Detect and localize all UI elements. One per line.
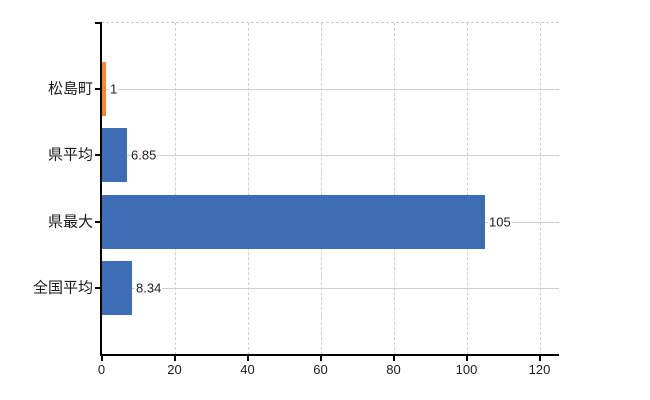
y-axis-tick	[95, 87, 100, 90]
y-axis-label: 松島町	[47, 80, 93, 98]
x-axis-tick	[538, 356, 541, 361]
y-axis-tick	[95, 287, 100, 290]
x-axis-tick-label: 120	[528, 362, 551, 377]
bar-value-label: 105	[488, 214, 512, 230]
x-axis-tick-label: 100	[455, 362, 478, 377]
plot-top-border	[101, 22, 559, 23]
x-axis-tick	[246, 356, 249, 361]
gridline-horizontal	[102, 288, 559, 290]
x-axis-tick	[100, 356, 103, 361]
x-axis-tick	[465, 356, 468, 361]
bar	[102, 194, 485, 249]
x-axis-tick-label: 20	[167, 362, 182, 377]
gridline-vertical	[466, 23, 468, 355]
gridline-vertical	[174, 23, 176, 355]
x-axis-tick	[173, 356, 176, 361]
bar	[102, 61, 106, 116]
y-axis-label: 県平均	[47, 146, 93, 164]
gridline-vertical	[393, 23, 395, 355]
gridline-horizontal	[102, 88, 559, 90]
y-axis-tick	[95, 154, 100, 157]
x-axis-line	[100, 354, 559, 356]
x-axis-tick-label: 40	[240, 362, 255, 377]
gridline-vertical	[320, 23, 322, 355]
bar-value-label: 6.85	[130, 147, 158, 163]
y-axis-tick	[95, 220, 100, 223]
gridline-vertical	[247, 23, 249, 355]
x-axis-tick-label: 0	[97, 362, 106, 377]
x-axis-tick-label: 80	[386, 362, 401, 377]
gridline-vertical	[539, 23, 541, 355]
x-axis-tick	[319, 356, 322, 361]
y-axis-top-tick	[95, 22, 100, 24]
bar-value-label: 8.34	[135, 280, 163, 296]
x-axis-tick-label: 60	[313, 362, 328, 377]
bar	[102, 128, 127, 183]
x-axis-tick	[392, 356, 395, 361]
y-axis-label: 全国平均	[32, 279, 93, 297]
gridline-horizontal	[102, 155, 559, 157]
bar	[102, 261, 132, 316]
bar-value-label: 1	[109, 81, 119, 97]
y-axis-line	[100, 22, 102, 355]
y-axis-label: 県最大	[47, 213, 93, 231]
